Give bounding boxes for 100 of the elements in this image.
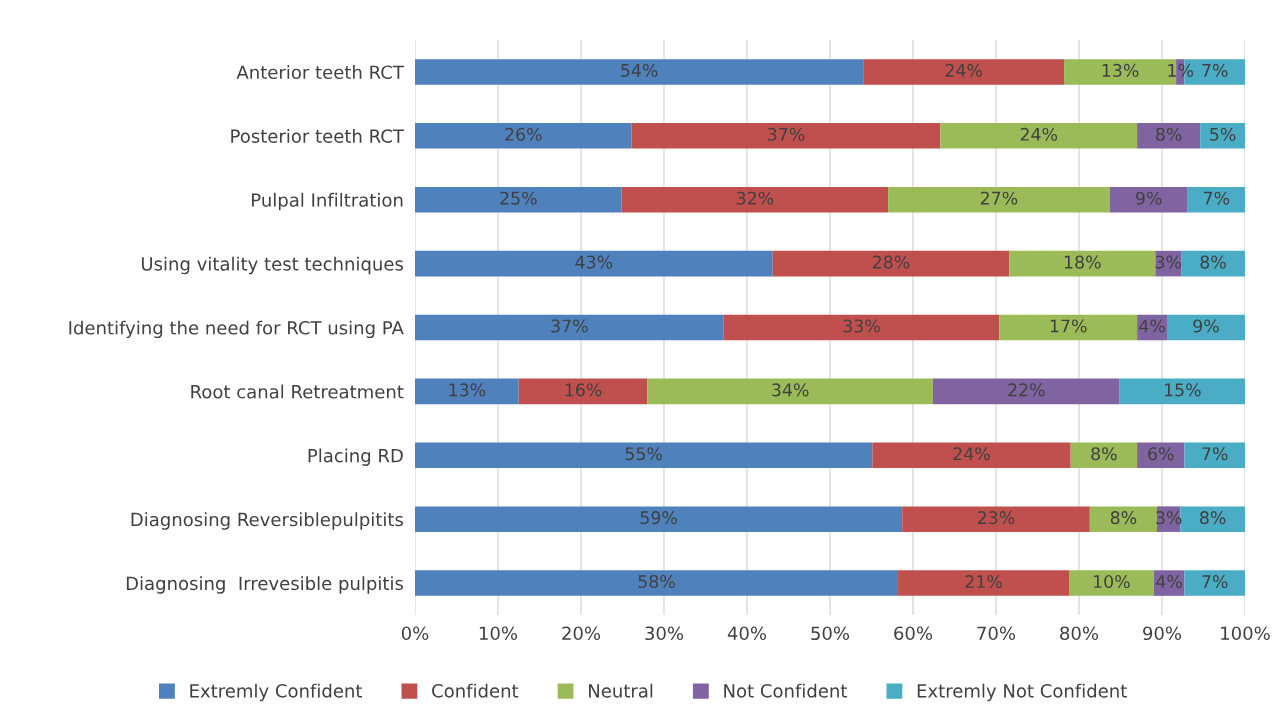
legend-label: Extremly Not Confident <box>917 683 1127 702</box>
bar <box>932 378 1120 405</box>
bar <box>1009 250 1156 277</box>
data-label: 18% <box>1064 255 1101 269</box>
data-label: 28% <box>872 255 910 269</box>
bar <box>898 570 1070 596</box>
data-label: 24% <box>945 63 982 77</box>
bar <box>621 186 889 213</box>
data-label: 26% <box>505 127 542 141</box>
bar <box>1119 378 1245 405</box>
bar <box>415 59 864 85</box>
data-label: 8% <box>1156 127 1182 141</box>
data-label: 34% <box>772 383 809 397</box>
x-tick-label: 30% <box>645 626 684 641</box>
data-label: 21% <box>965 574 1002 589</box>
y-tick-label: Using vitality test techniques <box>141 256 404 275</box>
bar <box>631 123 941 149</box>
data-label: 7% <box>1202 447 1228 461</box>
bar <box>888 186 1110 213</box>
bar <box>1180 506 1245 532</box>
data-label: 10% <box>1093 574 1130 589</box>
bar <box>647 378 933 405</box>
legend-label: Not Confident <box>724 683 848 698</box>
data-label: 4% <box>1156 574 1182 589</box>
data-label: 9% <box>1193 319 1219 333</box>
legend-label: Confident <box>432 683 519 698</box>
data-label: 5% <box>1210 127 1236 141</box>
bar <box>1070 442 1138 469</box>
data-label: 7% <box>1202 574 1228 589</box>
x-tick-label: 60% <box>894 626 933 641</box>
bar <box>518 378 648 405</box>
x-tick-label: 50% <box>811 626 850 641</box>
bar <box>415 442 873 469</box>
x-tick-label: 90% <box>1143 626 1182 641</box>
data-label: 9% <box>1136 191 1162 205</box>
data-label: 8% <box>1200 255 1226 269</box>
data-label: 3% <box>1155 255 1182 269</box>
bar <box>999 314 1138 341</box>
x-tick-label: 10% <box>479 626 518 641</box>
data-label: 59% <box>640 511 677 525</box>
bar <box>415 506 903 532</box>
data-label: 7% <box>1202 63 1228 77</box>
data-label: 1% <box>1168 63 1194 77</box>
y-tick-label: Diagnosing Reversiblepulpitits <box>131 512 404 530</box>
data-label: 15% <box>1164 383 1201 397</box>
bar <box>1184 442 1245 469</box>
data-label: 24% <box>953 447 990 461</box>
data-label: 17% <box>1050 319 1087 333</box>
data-label: 25% <box>500 191 537 205</box>
bar <box>723 314 1000 341</box>
bar <box>1166 314 1245 341</box>
y-tick-label: Root canal Retreatment <box>191 384 404 399</box>
bar <box>863 59 1065 85</box>
data-label: 33% <box>843 319 880 333</box>
data-label: 37% <box>551 319 588 333</box>
data-label: 43% <box>575 255 613 269</box>
x-tick-label: 100% <box>1221 626 1270 641</box>
bar <box>415 378 519 405</box>
data-label: 6% <box>1148 447 1174 461</box>
bar <box>1184 570 1245 596</box>
bar <box>1187 186 1245 213</box>
data-label: 27% <box>980 191 1018 205</box>
bar <box>1200 123 1245 149</box>
x-tick-label: 0% <box>401 626 429 641</box>
data-label: 13% <box>449 383 486 397</box>
y-tick-label: Diagnosing Irrevesible pulpitis <box>126 576 404 594</box>
y-tick-label: Pulpal Infiltration <box>252 192 403 211</box>
legend-label: Neutral <box>589 683 653 698</box>
data-label: 55% <box>625 447 662 461</box>
data-label: 16% <box>565 383 602 397</box>
x-tick-label: 70% <box>977 626 1016 641</box>
bar <box>415 250 773 277</box>
bar <box>940 123 1138 149</box>
bar <box>415 570 899 596</box>
data-label: 58% <box>638 574 675 589</box>
bar <box>1089 506 1158 532</box>
bar <box>1137 123 1201 149</box>
bar <box>1181 250 1245 277</box>
data-label: 37% <box>768 127 805 141</box>
bar <box>1109 186 1188 213</box>
data-label: 23% <box>977 511 1015 525</box>
data-label: 8% <box>1091 447 1117 461</box>
data-label: 4% <box>1139 319 1165 333</box>
bar <box>772 250 1010 277</box>
y-tick-label: Anterior teeth RCT <box>236 65 404 80</box>
bar <box>872 442 1071 469</box>
bar <box>415 186 622 213</box>
data-label: 7% <box>1204 191 1230 205</box>
data-label: 22% <box>1008 383 1045 397</box>
data-label: 54% <box>621 63 658 77</box>
bar <box>902 506 1090 532</box>
bar <box>1069 570 1154 596</box>
legend-label: Extremly Confident <box>190 683 363 702</box>
x-tick-label: 20% <box>562 626 601 641</box>
y-tick-label: Identifying the need for RCT using PA <box>69 320 404 339</box>
data-label: 8% <box>1200 511 1226 525</box>
data-label: 24% <box>1020 127 1058 141</box>
y-tick-label: Posterior teeth RCT <box>231 128 404 143</box>
bar <box>415 314 724 341</box>
y-tick-label: Placing RD <box>308 448 403 466</box>
